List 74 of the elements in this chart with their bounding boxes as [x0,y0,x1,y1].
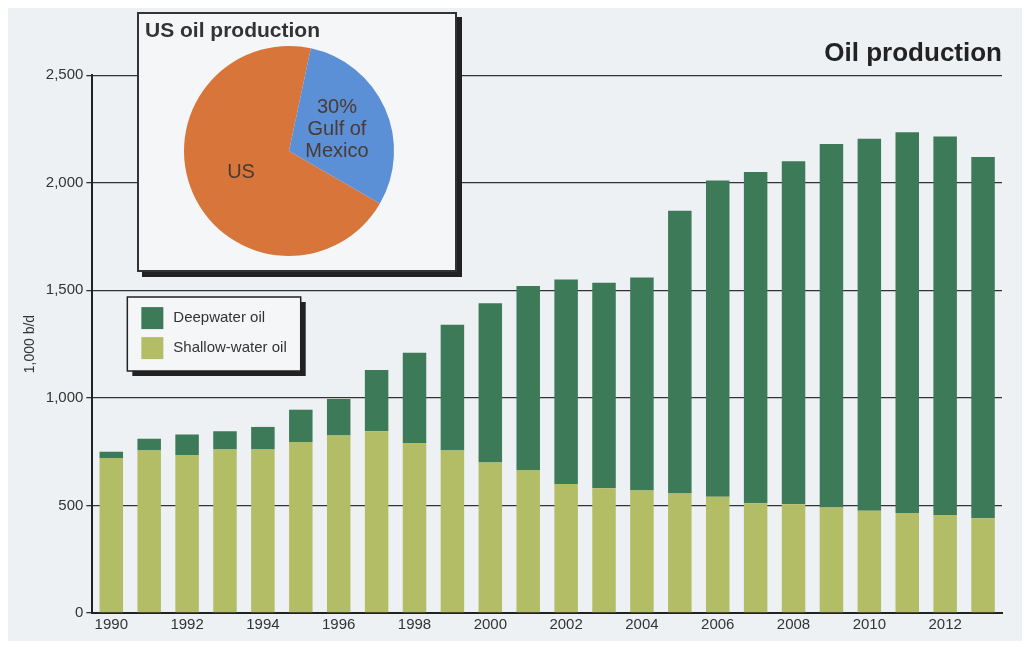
bar [213,431,237,450]
bar [781,504,806,613]
x-tick-label: 1992 [170,615,204,633]
bar [137,450,161,613]
chart-title: Oil production [824,36,1002,67]
slice-label: Gulf of Mexico [305,117,369,162]
x-tick-label: 2008 [776,615,811,633]
bar [251,426,275,450]
bar [440,450,465,613]
bar [478,303,503,463]
bar [630,490,654,613]
bar [857,138,882,511]
legend-label: Deepwater oil [173,308,266,326]
bar [364,369,389,432]
bar [819,144,844,508]
x-tick-label: 1996 [322,615,356,633]
bar [251,449,275,613]
bar [213,449,237,613]
bar [592,488,616,613]
bar [554,279,578,484]
slice-label: US [227,159,255,182]
bar [554,483,578,613]
bar [705,496,730,613]
bar [592,282,616,489]
bar [857,510,882,613]
bar [668,493,692,613]
y-tick-label: 0 [74,603,84,621]
bar [478,462,503,613]
bar [971,156,995,519]
legend-label: Shallow-water oil [173,338,287,356]
bar [137,438,161,451]
x-tick-label: 1998 [397,615,432,633]
y-tick-label: 2,000 [45,172,84,190]
x-tick-label: 1994 [246,615,280,633]
bar [895,512,919,613]
data-label: 30% [316,95,358,118]
y-axis-title: 1,000 b/d [21,314,38,374]
bar [516,469,540,613]
bar [175,454,199,613]
bar [781,161,806,505]
y-tick-label: 2,500 [45,65,84,83]
bar [743,503,768,613]
x-tick-label: 2002 [549,615,583,633]
bar [364,431,389,613]
y-tick-label: 500 [58,495,84,513]
bar [743,172,768,504]
bar [705,180,730,497]
bar [819,507,844,613]
x-tick-label: 2004 [625,615,659,633]
bar [440,324,465,451]
x-tick-label: 2006 [701,615,735,633]
bar [402,443,427,613]
x-tick-label: 2000 [473,615,507,633]
bar [516,286,540,470]
bar [402,352,427,444]
bar [289,409,313,442]
bar [326,435,351,613]
y-tick-label: 1,500 [45,280,84,298]
bar [933,515,957,613]
x-tick-label: 2010 [852,615,887,633]
bar [289,441,313,613]
bar [933,136,957,516]
y-tick-label: 1,000 [45,388,84,406]
x-tick-label: 1990 [94,615,128,633]
x-tick-label: 2012 [928,615,962,633]
bar [99,451,124,459]
bar [326,398,351,436]
bar [99,458,124,613]
bar [630,277,654,491]
chart-title: US oil production [144,17,321,43]
bar [971,518,995,613]
bar [895,132,919,513]
bar [668,210,692,494]
bar [175,434,199,455]
